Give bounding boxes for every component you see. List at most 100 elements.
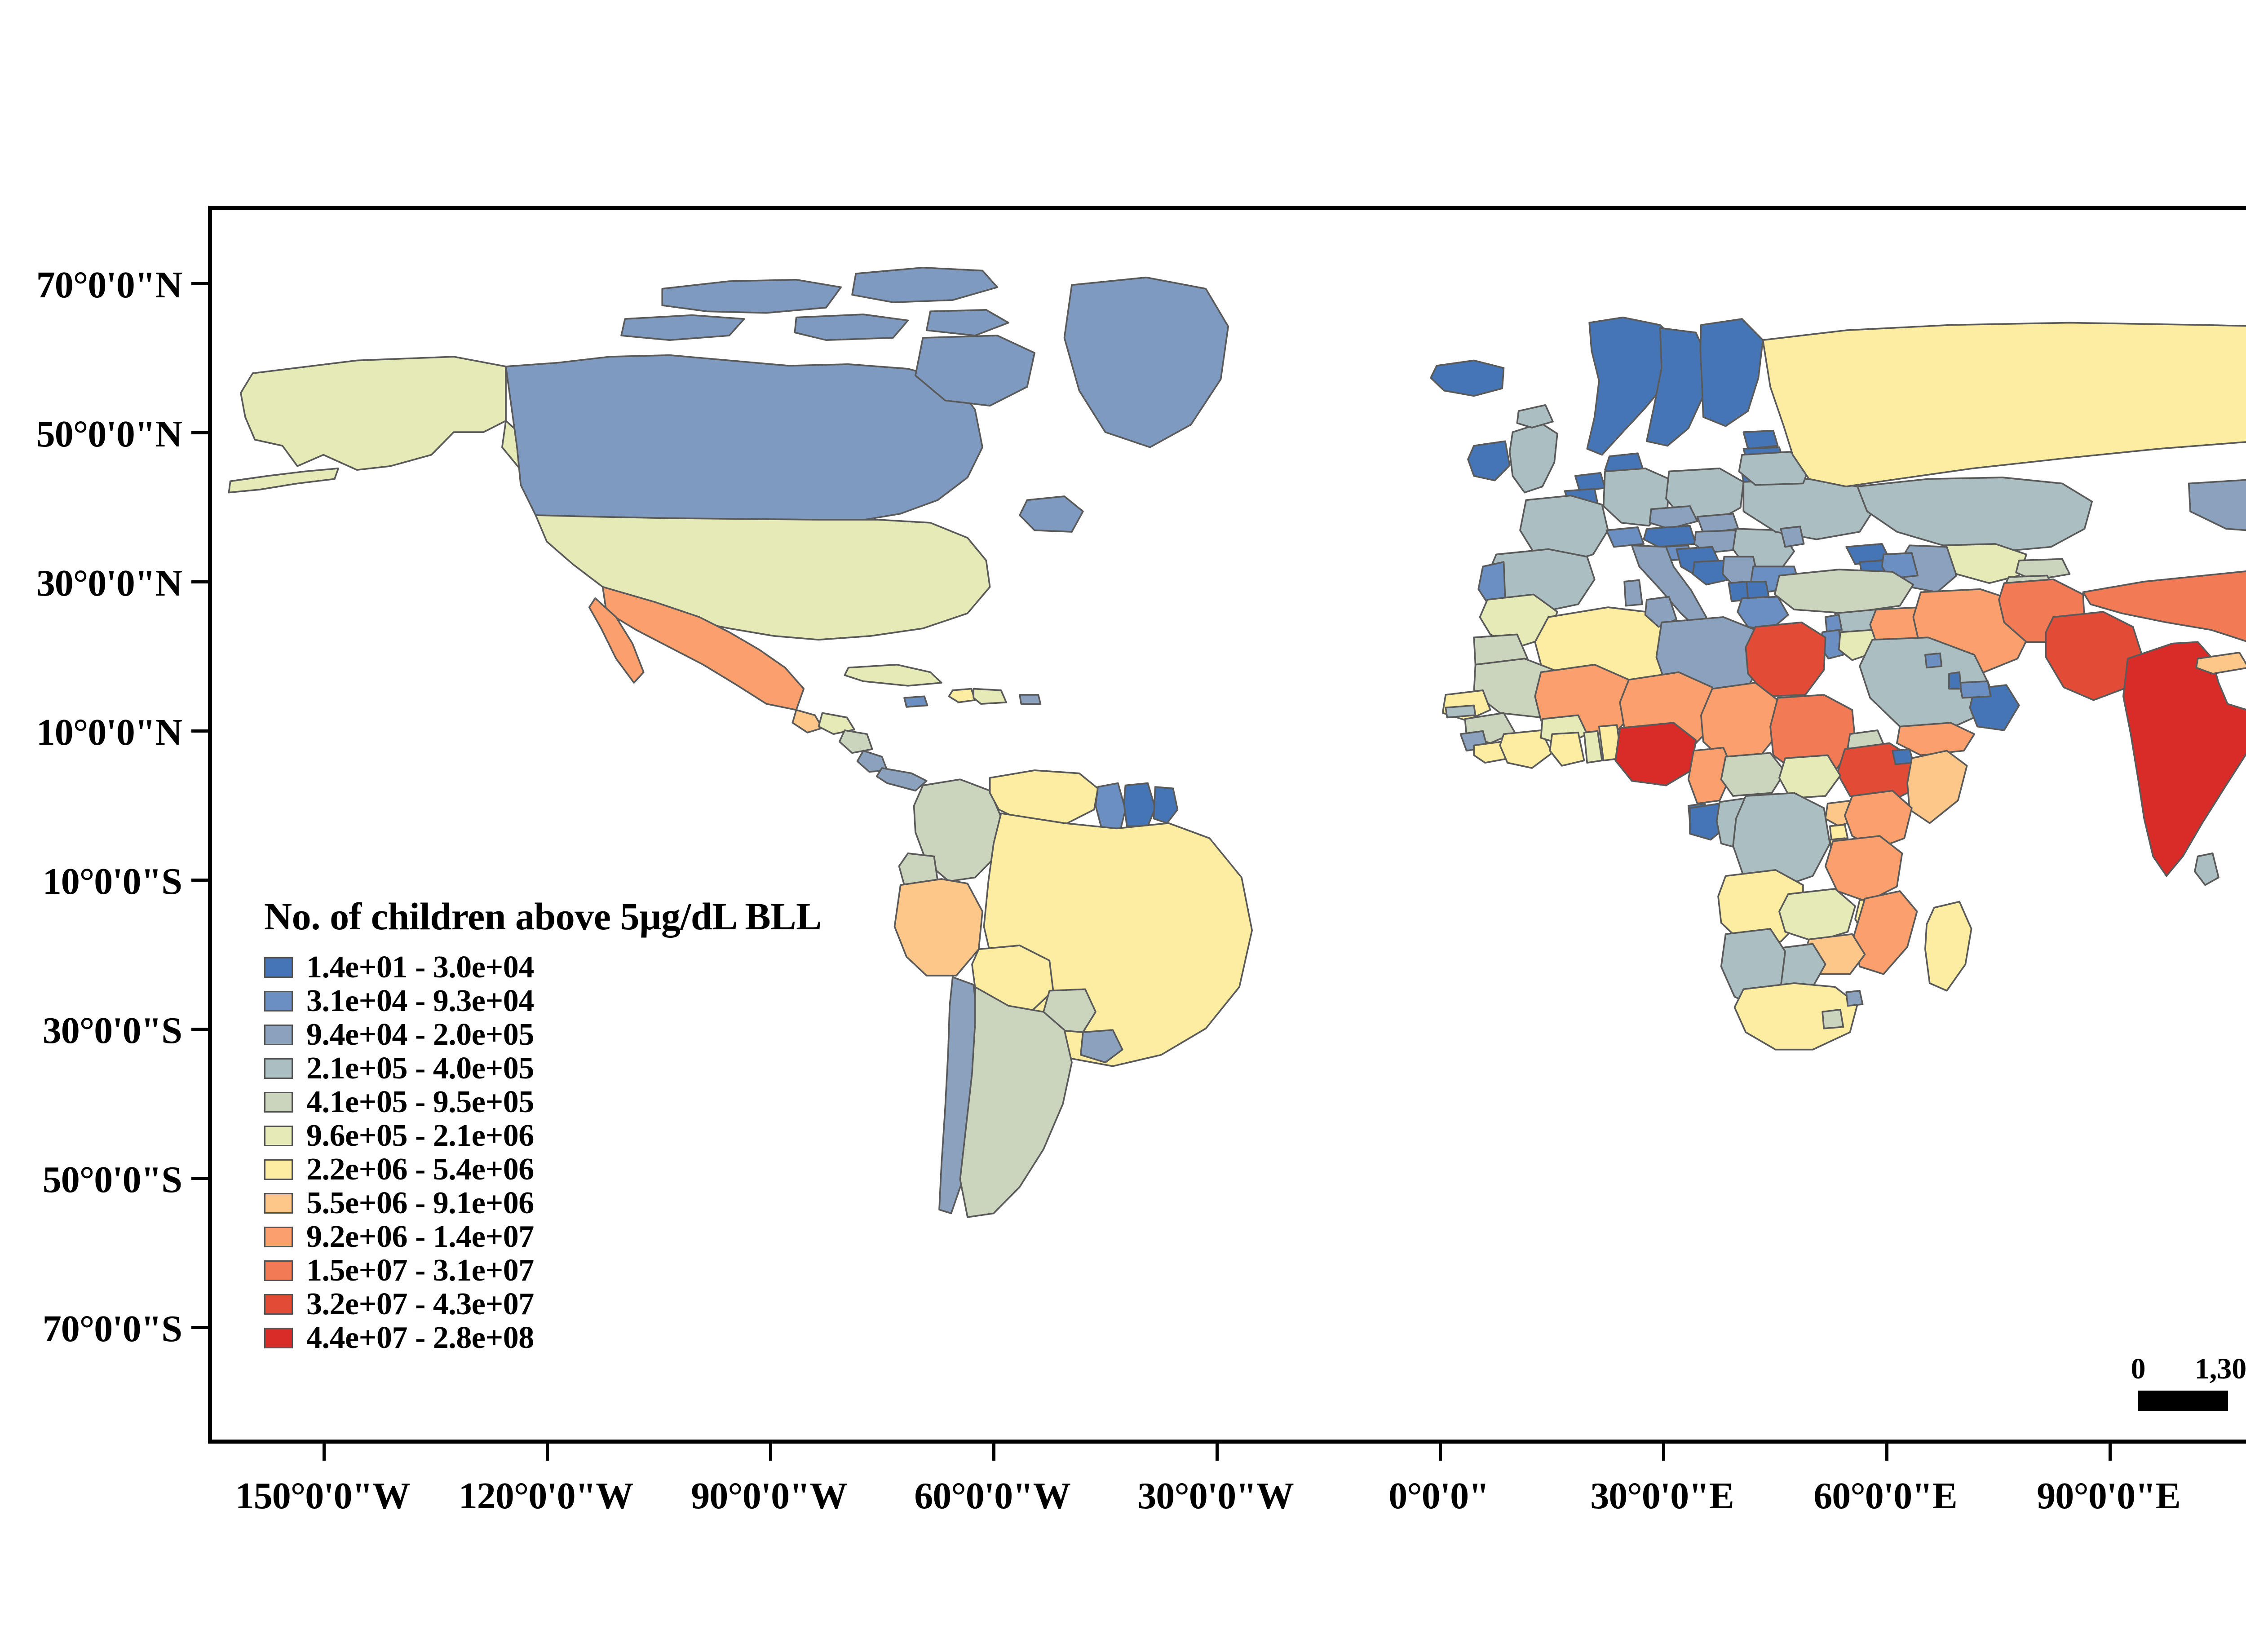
country-kazakhstan	[1857, 477, 2093, 552]
country-lesotho	[1822, 1008, 1844, 1029]
country-estonia	[1742, 429, 1779, 450]
country-switzerland	[1605, 526, 1645, 548]
country-zambia	[1778, 888, 1856, 943]
lon-tick	[323, 1441, 326, 1461]
legend-swatch-4	[264, 1058, 293, 1079]
legend-item[interactable]: 9.4e+04 - 2.0e+05	[264, 1017, 871, 1052]
legend-swatch-8	[264, 1193, 293, 1214]
legend-swatch-6	[264, 1125, 293, 1146]
lat-label-50n: 50°0'0"N	[36, 413, 182, 455]
lat-tick	[191, 431, 209, 434]
country-pakistan	[2045, 611, 2144, 701]
country-china	[2082, 570, 2246, 642]
scale-bar: 0 1,300 2,600 5,200 Kilometers	[2131, 1352, 2246, 1411]
country-yemen	[1896, 722, 1976, 756]
lat-label-70n: 70°0'0"N	[36, 264, 182, 306]
lon-label-120w: 120°0'0"W	[458, 1475, 634, 1517]
map-legend: No. of children above 5µg/dL BLL 1.4e+01…	[264, 894, 871, 1355]
legend-label-4: 2.1e+05 - 4.0e+05	[306, 1051, 534, 1086]
lat-tick	[191, 1028, 209, 1031]
legend-item[interactable]: 4.4e+07 - 2.8e+08	[264, 1321, 871, 1355]
country-cameroon	[1687, 746, 1734, 804]
legend-label-2: 3.1e+04 - 9.3e+04	[306, 983, 534, 1018]
legend-label-11: 3.2e+07 - 4.3e+07	[306, 1286, 534, 1321]
lon-label-90w: 90°0'0"W	[691, 1475, 848, 1517]
lat-label-10s: 10°0'0"S	[42, 861, 182, 902]
country-sri-lanka	[2194, 853, 2219, 886]
country-baffin	[915, 335, 1035, 407]
country-alaska	[240, 356, 507, 471]
lat-tick	[191, 1326, 209, 1329]
legend-item[interactable]: 9.2e+06 - 1.4e+07	[264, 1219, 871, 1254]
legend-swatch-5	[264, 1091, 293, 1113]
legend-item[interactable]: 3.1e+04 - 9.3e+04	[264, 984, 871, 1018]
country-costa-rica	[856, 750, 888, 773]
country-norway	[1586, 316, 1682, 456]
scale-tick-0: 0	[2131, 1352, 2146, 1385]
country-scotland-isles	[1516, 404, 1554, 428]
legend-label-9: 9.2e+06 - 1.4e+07	[306, 1219, 534, 1254]
country-canada-nfld	[1019, 495, 1084, 533]
lon-label-90e: 90°0'0"E	[2037, 1475, 2181, 1517]
country-canada	[505, 354, 983, 524]
legend-item[interactable]: 3.2e+07 - 4.3e+07	[264, 1287, 871, 1321]
legend-swatch-1	[264, 957, 293, 978]
country-haiti	[948, 688, 976, 703]
legend-item[interactable]: 1.4e+01 - 3.0e+04	[264, 950, 871, 985]
legend-item[interactable]: 2.2e+06 - 5.4e+06	[264, 1152, 871, 1187]
country-peru	[893, 878, 983, 976]
country-south-sudan	[1778, 754, 1841, 799]
map-frame[interactable]	[208, 206, 2246, 1444]
legend-label-5: 4.1e+05 - 9.5e+05	[306, 1084, 534, 1119]
country-russia	[1762, 322, 2246, 487]
country-moldova	[1780, 526, 1805, 548]
lon-label-30w: 30°0'0"W	[1137, 1475, 1294, 1517]
lat-tick	[191, 879, 209, 882]
country-suriname	[1123, 782, 1156, 827]
country-angola	[1717, 869, 1804, 945]
country-kuwait	[1924, 652, 1943, 669]
country-gambia	[1445, 704, 1477, 719]
country-austria	[1643, 525, 1697, 548]
country-czechia	[1649, 505, 1698, 530]
country-uruguay	[1080, 1029, 1123, 1064]
country-egypt	[1745, 621, 1826, 698]
legend-swatch-9	[264, 1226, 293, 1247]
legend-swatch-12	[264, 1327, 293, 1348]
country-canada-arctic-2	[851, 266, 999, 303]
lon-tick	[992, 1441, 995, 1461]
country-argentina	[959, 986, 1073, 1218]
country-kyrgyzstan	[2015, 558, 2071, 581]
lat-tick	[191, 282, 209, 285]
country-canada-arctic-5	[925, 309, 1009, 336]
lon-tick	[1439, 1441, 1442, 1461]
country-togo	[1583, 730, 1603, 764]
lon-tick	[546, 1441, 549, 1461]
legend-label-7: 2.2e+06 - 5.4e+06	[306, 1152, 534, 1187]
country-united-kingdom	[1508, 422, 1558, 494]
country-france	[1519, 495, 1609, 565]
legend-item[interactable]: 5.5e+06 - 9.1e+06	[264, 1186, 871, 1220]
country-nepal	[2195, 652, 2246, 675]
legend-label-3: 9.4e+04 - 2.0e+05	[306, 1017, 534, 1052]
country-french-guiana	[1153, 786, 1179, 824]
country-iceland	[1430, 359, 1505, 397]
legend-swatch-7	[264, 1159, 293, 1180]
lon-tick	[1885, 1441, 1888, 1461]
lat-label-30n: 30°0'0"N	[36, 562, 182, 604]
country-panama	[875, 767, 928, 792]
legend-item[interactable]: 9.6e+05 - 2.1e+06	[264, 1118, 871, 1153]
legend-item[interactable]: 1.5e+07 - 3.1e+07	[264, 1253, 871, 1288]
country-guatemala	[791, 709, 823, 733]
lon-label-30e: 30°0'0"E	[1590, 1475, 1734, 1517]
country-venezuela	[989, 769, 1099, 826]
country-rwanda	[1829, 824, 1849, 841]
country-greenland	[1063, 276, 1229, 448]
lon-label-0: 0°0'0"	[1388, 1475, 1490, 1517]
legend-title: No. of children above 5µg/dL BLL	[264, 895, 822, 938]
country-canada-arctic-1	[661, 278, 842, 314]
legend-label-1: 1.4e+01 - 3.0e+04	[306, 950, 534, 985]
legend-item[interactable]: 2.1e+05 - 4.0e+05	[264, 1051, 871, 1086]
legend-item[interactable]: 4.1e+05 - 9.5e+05	[264, 1085, 871, 1119]
